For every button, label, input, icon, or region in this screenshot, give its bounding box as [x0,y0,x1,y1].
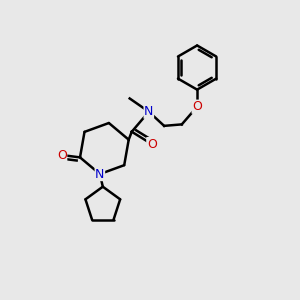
Text: O: O [57,148,67,161]
Text: O: O [147,138,157,151]
Text: N: N [95,167,104,181]
Text: O: O [192,100,202,113]
Text: N: N [144,105,154,118]
